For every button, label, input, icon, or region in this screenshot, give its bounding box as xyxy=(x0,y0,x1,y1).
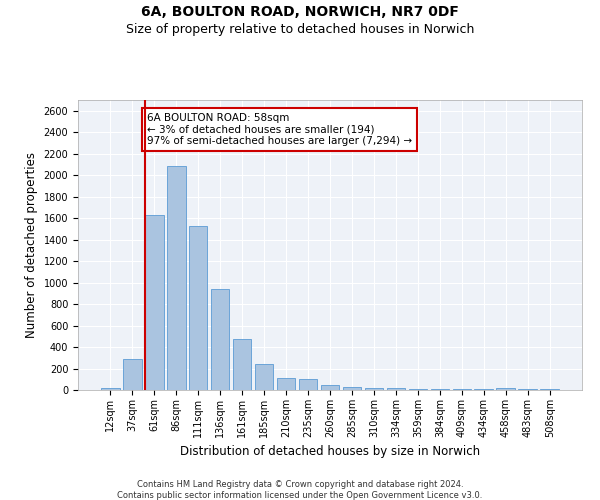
Bar xyxy=(277,378,295,390)
Bar xyxy=(365,388,383,390)
Bar xyxy=(211,289,229,390)
Text: 6A, BOULTON ROAD, NORWICH, NR7 0DF: 6A, BOULTON ROAD, NORWICH, NR7 0DF xyxy=(141,5,459,19)
Bar xyxy=(452,389,471,390)
Bar xyxy=(255,364,274,390)
Y-axis label: Number of detached properties: Number of detached properties xyxy=(25,152,38,338)
Bar xyxy=(101,388,119,390)
Bar xyxy=(233,339,251,390)
Bar xyxy=(167,166,185,390)
Text: Size of property relative to detached houses in Norwich: Size of property relative to detached ho… xyxy=(126,22,474,36)
Bar xyxy=(496,388,515,390)
Bar xyxy=(343,388,361,390)
Bar xyxy=(409,388,427,390)
Bar xyxy=(320,385,340,390)
Bar xyxy=(189,226,208,390)
Bar xyxy=(145,215,164,390)
X-axis label: Distribution of detached houses by size in Norwich: Distribution of detached houses by size … xyxy=(180,446,480,458)
Bar xyxy=(386,388,405,390)
Bar xyxy=(299,380,317,390)
Text: Contains HM Land Registry data © Crown copyright and database right 2024.
Contai: Contains HM Land Registry data © Crown c… xyxy=(118,480,482,500)
Bar xyxy=(123,359,142,390)
Bar xyxy=(431,389,449,390)
Text: 6A BOULTON ROAD: 58sqm
← 3% of detached houses are smaller (194)
97% of semi-det: 6A BOULTON ROAD: 58sqm ← 3% of detached … xyxy=(147,113,412,146)
